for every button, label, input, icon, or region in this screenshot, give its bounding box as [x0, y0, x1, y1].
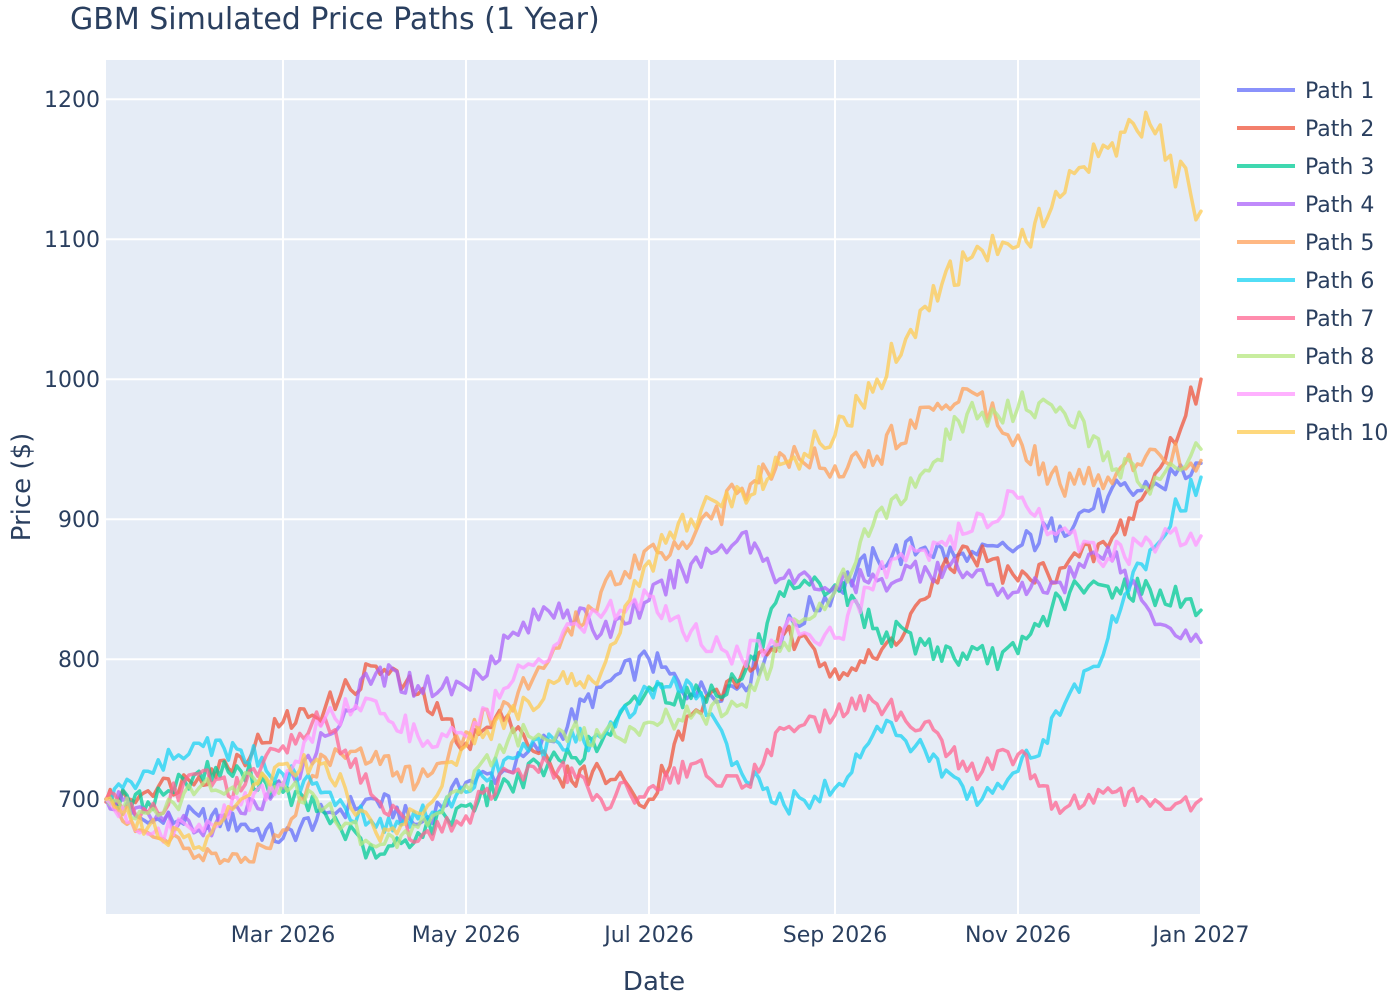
x-axis-title: Date — [623, 967, 685, 997]
legend-item-path-5[interactable]: Path 5 — [1237, 231, 1374, 256]
legend-label: Path 4 — [1305, 193, 1374, 218]
x-tick-label: Jan 2027 — [1151, 923, 1250, 948]
y-axis-title: Price ($) — [7, 433, 37, 542]
legend-label: Path 8 — [1305, 345, 1374, 370]
legend-item-path-9[interactable]: Path 9 — [1237, 383, 1374, 408]
x-tick-label: May 2026 — [412, 923, 520, 948]
series-line-path-1[interactable] — [104, 461, 1203, 845]
legend-label: Path 6 — [1305, 269, 1374, 294]
y-axis-ticks: 700 800 900 1000 1100 1200 — [44, 88, 100, 813]
legend-label: Path 3 — [1305, 155, 1374, 180]
series-lines — [104, 110, 1203, 866]
y-tick-label: 1200 — [44, 88, 100, 113]
series-line-path-2[interactable] — [104, 377, 1203, 811]
chart-title: GBM Simulated Price Paths (1 Year) — [70, 2, 600, 37]
x-axis-ticks: Mar 2026 May 2026 Jul 2026 Sep 2026 Nov 2026… — [231, 923, 1250, 948]
legend-label: Path 2 — [1305, 117, 1374, 142]
series-line-path-4[interactable] — [104, 529, 1203, 838]
legend-label: Path 1 — [1305, 79, 1374, 104]
legend-item-path-4[interactable]: Path 4 — [1237, 193, 1374, 218]
series-line-path-7[interactable] — [104, 693, 1203, 844]
x-tick-label: Nov 2026 — [965, 923, 1071, 948]
x-tick-label: Mar 2026 — [231, 923, 336, 948]
y-tick-label: 1000 — [44, 368, 100, 393]
legend: Path 1 Path 2 Path 3 Path 4 Path 5 Path 6 Path… — [1237, 79, 1388, 446]
legend-label: Path 10 — [1305, 421, 1388, 446]
y-tick-label: 1100 — [44, 228, 100, 253]
series-line-path-5[interactable] — [104, 386, 1203, 866]
y-tick-label: 900 — [58, 508, 100, 533]
y-tick-label: 700 — [58, 788, 100, 813]
legend-item-path-10[interactable]: Path 10 — [1237, 421, 1388, 446]
x-tick-label: Sep 2026 — [783, 923, 887, 948]
legend-item-path-1[interactable]: Path 1 — [1237, 79, 1374, 104]
legend-item-path-8[interactable]: Path 8 — [1237, 345, 1374, 370]
legend-item-path-3[interactable]: Path 3 — [1237, 155, 1374, 180]
series-line-path-6[interactable] — [104, 475, 1203, 834]
series-line-path-3[interactable] — [104, 575, 1203, 860]
legend-item-path-7[interactable]: Path 7 — [1237, 307, 1374, 332]
series-line-path-9[interactable] — [104, 489, 1203, 844]
legend-item-path-6[interactable]: Path 6 — [1237, 269, 1374, 294]
legend-label: Path 7 — [1305, 307, 1374, 332]
legend-label: Path 5 — [1305, 231, 1374, 256]
series-line-path-10[interactable] — [104, 110, 1203, 852]
legend-item-path-2[interactable]: Path 2 — [1237, 117, 1374, 142]
legend-label: Path 9 — [1305, 383, 1374, 408]
y-tick-label: 800 — [58, 648, 100, 673]
x-tick-label: Jul 2026 — [602, 923, 694, 948]
